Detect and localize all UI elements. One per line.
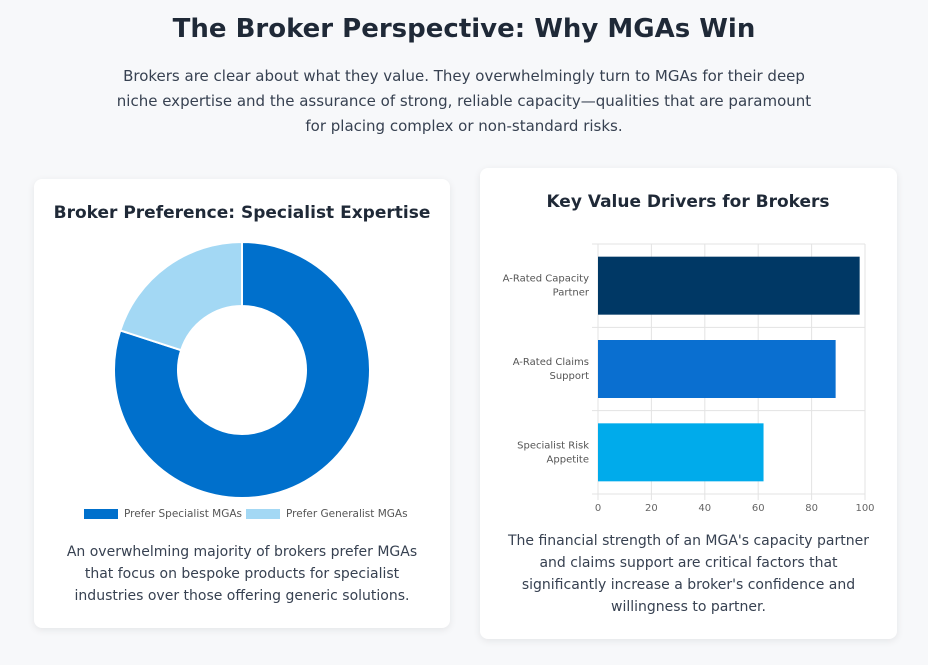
chart: Key Value Drivers for Brokers 0 20 40 60 80 1… [503,192,875,514]
caption: The financial strength of an MGA's capac… [507,533,869,615]
legend-swatch [84,509,118,519]
x-tick-label: 20 [645,503,658,514]
bar [598,423,764,482]
x-tick-label: 80 [805,503,818,514]
legend-label: Prefer Specialist MGAs [124,508,242,520]
chart-title: Broker Preference: Specialist Expertise [54,203,431,223]
legend-swatch [246,509,280,519]
y-tick-label: A-Rated Capacity Partner [503,274,590,299]
card: Broker Preference: Specialist Expertise … [34,179,450,628]
caption: An overwhelming majority of brokers pref… [66,544,418,604]
x-tick-label: 0 [595,503,601,514]
bar [598,256,860,315]
card: Key Value Drivers for Brokers 0 20 40 60 80 1… [480,168,897,639]
donut-segment [113,240,371,499]
page-subtitle: Brokers are clear about what they value.… [116,67,812,135]
x-tick-label: 100 [855,503,874,514]
y-tick-label: A-Rated Claims Support [513,357,589,382]
chart-title: Key Value Drivers for Brokers [546,192,829,212]
x-tick-label: 60 [752,503,765,514]
bar [598,340,836,398]
y-tick-label: Specialist Risk Appetite [517,440,589,465]
x-tick-label: 40 [698,503,711,514]
chart: Broker Preference: Specialist Expertise … [54,203,431,520]
legend-label: Prefer Generalist MGAs [286,508,408,520]
donut-segment [119,240,243,352]
page-title: The Broker Perspective: Why MGAs Win [172,14,756,44]
